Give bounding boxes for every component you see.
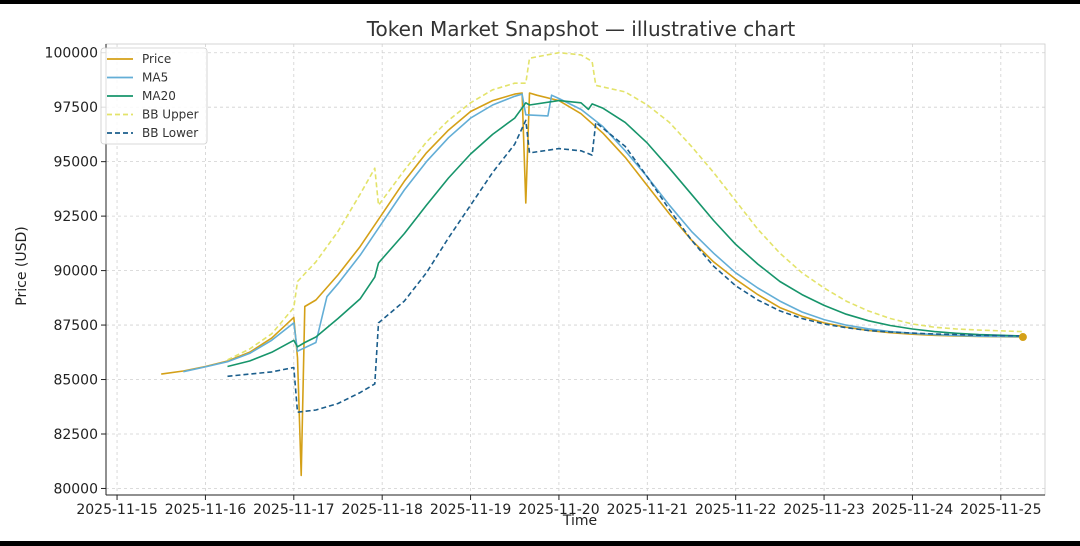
legend-label: BB Upper	[142, 108, 199, 122]
legend-label: Price	[142, 52, 171, 66]
axes: 80000 82500 85000 87500 90000 92500 95000 97500…	[45, 43, 1046, 518]
grid	[106, 44, 1045, 495]
chart-title: Token Market Snapshot — illustrative cha…	[366, 17, 796, 41]
x-tick-label: 2025-11-20	[518, 502, 599, 518]
legend-label: MA20	[142, 89, 176, 103]
series-line-bb-upper	[227, 51, 1023, 361]
y-tick-label: 100000	[45, 46, 98, 62]
series-line-ma5	[183, 93, 1023, 373]
x-axis-label: Time	[562, 513, 597, 529]
legend-label: MA5	[142, 71, 168, 85]
series-layer	[161, 51, 1027, 477]
x-tick-label: 2025-11-18	[341, 502, 422, 518]
y-tick-label: 92500	[53, 209, 98, 225]
x-tick-label: 2025-11-23	[783, 502, 864, 518]
legend-label: BB Lower	[142, 126, 198, 140]
legend: Price MA5 MA20 BB Upper BB Lower	[100, 47, 208, 145]
x-tick-label: 2025-11-21	[607, 502, 688, 518]
last-price-marker	[1018, 333, 1027, 342]
y-tick-label: 95000	[53, 155, 98, 171]
line-chart: Token Market Snapshot — illustrative cha…	[14, 17, 1046, 529]
y-tick-label: 80000	[53, 481, 98, 497]
x-tick-label: 2025-11-24	[872, 502, 953, 518]
chart-frame: Token Market Snapshot — illustrative cha…	[0, 4, 1080, 541]
legend-box	[100, 47, 208, 145]
series-line-ma20	[227, 99, 1023, 368]
series-line-price	[161, 92, 1023, 477]
x-tick-label: 2025-11-19	[430, 502, 511, 518]
y-tick-label: 85000	[53, 373, 98, 389]
x-tick-label: 2025-11-22	[695, 502, 776, 518]
y-tick-label: 82500	[53, 427, 98, 443]
x-tick-label: 2025-11-25	[960, 502, 1041, 518]
y-tick-label: 90000	[53, 264, 98, 280]
plot-frame	[105, 43, 1046, 496]
x-tick-label: 2025-11-15	[76, 502, 157, 518]
y-tick-label: 97500	[53, 100, 98, 116]
series-line-bb-lower	[227, 119, 1023, 413]
x-tick-label: 2025-11-16	[165, 502, 246, 518]
y-tick-label: 87500	[53, 318, 98, 334]
y-axis-label: Price (USD)	[14, 226, 30, 305]
x-tick-label: 2025-11-17	[253, 502, 334, 518]
